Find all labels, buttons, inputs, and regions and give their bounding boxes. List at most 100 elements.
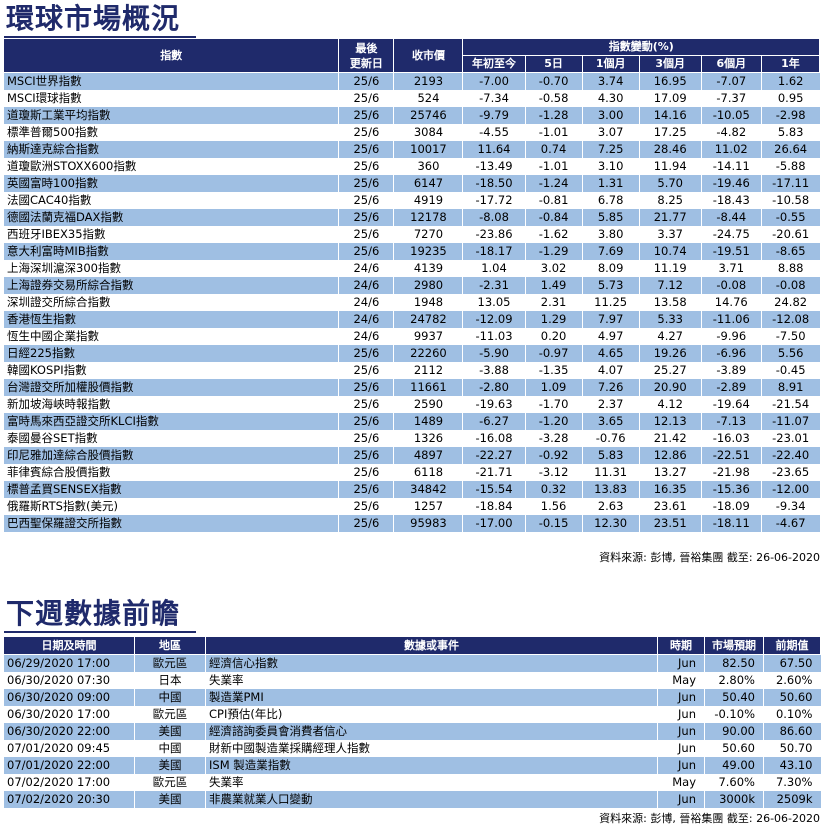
change-1y-cell: 26.64 <box>760 141 820 158</box>
region-cell: 日本 <box>134 672 206 689</box>
last-update-cell: 25/6 <box>338 464 394 481</box>
region-cell: 美國 <box>134 791 206 808</box>
change-ytd-cell: -21.71 <box>462 464 526 481</box>
table-row: 恆生中國企業指數 24/6 9937 -11.03 0.20 4.97 4.27 -9.96-… <box>2 328 820 345</box>
table-row: 上海深圳滬深300指數 24/6 4139 1.04 3.02 8.09 11.19 3.71… <box>2 260 820 277</box>
table-row: 香港恆生指數 24/6 24782 -12.09 1.29 7.97 5.33 -11.06-… <box>2 311 820 328</box>
forecast-cell: 7.60% <box>704 774 764 791</box>
previous-cell: 86.60 <box>763 723 821 740</box>
col-header-3m: 3個月 <box>638 55 702 73</box>
change-1m-cell: 11.25 <box>581 294 640 311</box>
forecast-cell: -0.10% <box>704 706 764 723</box>
change-1y-cell: -2.98 <box>760 107 820 124</box>
change-5d-cell: -1.62 <box>524 226 583 243</box>
change-6m-cell: -21.98 <box>700 464 762 481</box>
last-update-cell: 25/6 <box>338 158 394 175</box>
last-update-cell: 25/6 <box>338 175 394 192</box>
forecast-cell: 50.40 <box>704 689 764 706</box>
index-name-cell: 台灣證交所加權股價指數 <box>2 379 339 396</box>
period-cell: Jun <box>657 740 705 757</box>
change-5d-cell: 2.31 <box>524 294 583 311</box>
table-row: 德國法蘭克福DAX指數 25/6 12178 -8.08 -0.84 5.85 21.77-… <box>2 209 820 226</box>
col-header-last-update: 最後 更新日 <box>338 38 395 73</box>
period-cell: May <box>657 774 705 791</box>
change-ytd-cell: -18.84 <box>462 498 526 515</box>
index-name-cell: 標普孟買SENSEX指數 <box>2 481 339 498</box>
table-row: 深圳證交所綜合指數 24/6 1948 13.05 2.31 11.25 13.58 14.7… <box>2 294 820 311</box>
change-1y-cell: -10.58 <box>760 192 820 209</box>
close-price-cell: 2193 <box>393 72 463 90</box>
event-cell: ISM 製造業指數 <box>205 757 658 774</box>
index-name-cell: 泰國曼谷SET指數 <box>2 430 339 447</box>
table-row: MSCI環球指數 25/6 524 -7.34 -0.58 4.30 17.09 -7.37 0… <box>2 90 820 107</box>
datetime-cell: 07/02/2020 17:00 <box>3 774 135 791</box>
close-price-cell: 1326 <box>393 430 463 447</box>
change-1y-cell: -0.55 <box>760 209 820 226</box>
last-update-cell: 24/6 <box>338 277 394 294</box>
change-1y-cell: 24.82 <box>760 294 820 311</box>
index-name-cell: 印尼雅加達綜合股價指數 <box>2 447 339 464</box>
previous-cell: 7.30% <box>763 774 821 791</box>
change-6m-cell: -7.13 <box>700 413 762 430</box>
change-3m-cell: 8.25 <box>638 192 702 209</box>
table-row: 06/30/2020 17:00 歐元區 CPI預估(年比) Jun -0.10% 0.1… <box>3 706 821 723</box>
change-5d-cell: -0.15 <box>524 515 583 532</box>
last-update-cell: 25/6 <box>338 243 394 260</box>
change-1m-cell: 5.83 <box>581 447 640 464</box>
change-1y-cell: -23.01 <box>760 430 820 447</box>
change-6m-cell: -2.89 <box>700 379 762 396</box>
previous-cell: 50.60 <box>763 689 821 706</box>
change-3m-cell: 11.19 <box>638 260 702 277</box>
change-6m-cell: -8.44 <box>700 209 762 226</box>
period-cell: Jun <box>657 706 705 723</box>
previous-cell: 0.10% <box>763 706 821 723</box>
change-3m-cell: 17.25 <box>638 124 702 141</box>
change-5d-cell: 0.74 <box>524 141 583 158</box>
index-name-cell: 恆生中國企業指數 <box>2 328 339 345</box>
table-row: 標普孟買SENSEX指數 25/6 34842 -15.54 0.32 13.83 16.3… <box>2 481 820 498</box>
close-price-cell: 1489 <box>393 413 463 430</box>
last-update-cell: 25/6 <box>338 362 394 379</box>
table-row: 06/30/2020 07:30 日本 失業率 May 2.80% 2.60% <box>3 672 821 689</box>
previous-cell: 67.50 <box>763 654 821 672</box>
table-row: 台灣證交所加權股價指數 25/6 11661 -2.80 1.09 7.26 20.90 -2… <box>2 379 820 396</box>
index-name-cell: 納斯達克綜合指數 <box>2 141 339 158</box>
last-update-cell: 24/6 <box>338 328 394 345</box>
region-cell: 歐元區 <box>134 706 206 723</box>
forecast-cell: 50.60 <box>704 740 764 757</box>
change-1m-cell: 3.65 <box>581 413 640 430</box>
index-name-cell: 英國富時100指數 <box>2 175 339 192</box>
change-3m-cell: 19.26 <box>638 345 702 362</box>
col-header-change-group: 指數變動(%) <box>462 38 820 56</box>
index-name-cell: 日經225指數 <box>2 345 339 362</box>
change-3m-cell: 12.13 <box>638 413 702 430</box>
last-update-cell: 25/6 <box>338 124 394 141</box>
change-1y-cell: -22.40 <box>760 447 820 464</box>
change-ytd-cell: -5.90 <box>462 345 526 362</box>
change-ytd-cell: -17.72 <box>462 192 526 209</box>
table-row: 巴西聖保羅證交所指數 25/6 95983 -17.00 -0.15 12.30 23.51… <box>2 515 820 532</box>
change-1m-cell: 3.00 <box>581 107 640 124</box>
change-6m-cell: -18.09 <box>700 498 762 515</box>
last-update-cell: 25/6 <box>338 447 394 464</box>
change-1m-cell: 1.31 <box>581 175 640 192</box>
table-row: 富時馬來西亞證交所KLCI指數 25/6 1489 -6.27 -1.20 3.65 12.… <box>2 413 820 430</box>
col-header-region: 地區 <box>134 636 206 655</box>
change-1y-cell: 8.88 <box>760 260 820 277</box>
change-3m-cell: 4.12 <box>638 396 702 413</box>
index-name-cell: 法國CAC40指數 <box>2 192 339 209</box>
change-3m-cell: 28.46 <box>638 141 702 158</box>
last-update-cell: 25/6 <box>338 481 394 498</box>
close-price-cell: 19235 <box>393 243 463 260</box>
change-3m-cell: 14.16 <box>638 107 702 124</box>
change-3m-cell: 3.37 <box>638 226 702 243</box>
change-ytd-cell: -2.80 <box>462 379 526 396</box>
index-name-cell: 韓國KOSPI指數 <box>2 362 339 379</box>
period-cell: Jun <box>657 757 705 774</box>
change-1y-cell: -12.00 <box>760 481 820 498</box>
change-1m-cell: -0.76 <box>581 430 640 447</box>
change-ytd-cell: -23.86 <box>462 226 526 243</box>
change-ytd-cell: -18.17 <box>462 243 526 260</box>
col-header-1y: 1年 <box>760 55 821 73</box>
region-cell: 美國 <box>134 723 206 740</box>
